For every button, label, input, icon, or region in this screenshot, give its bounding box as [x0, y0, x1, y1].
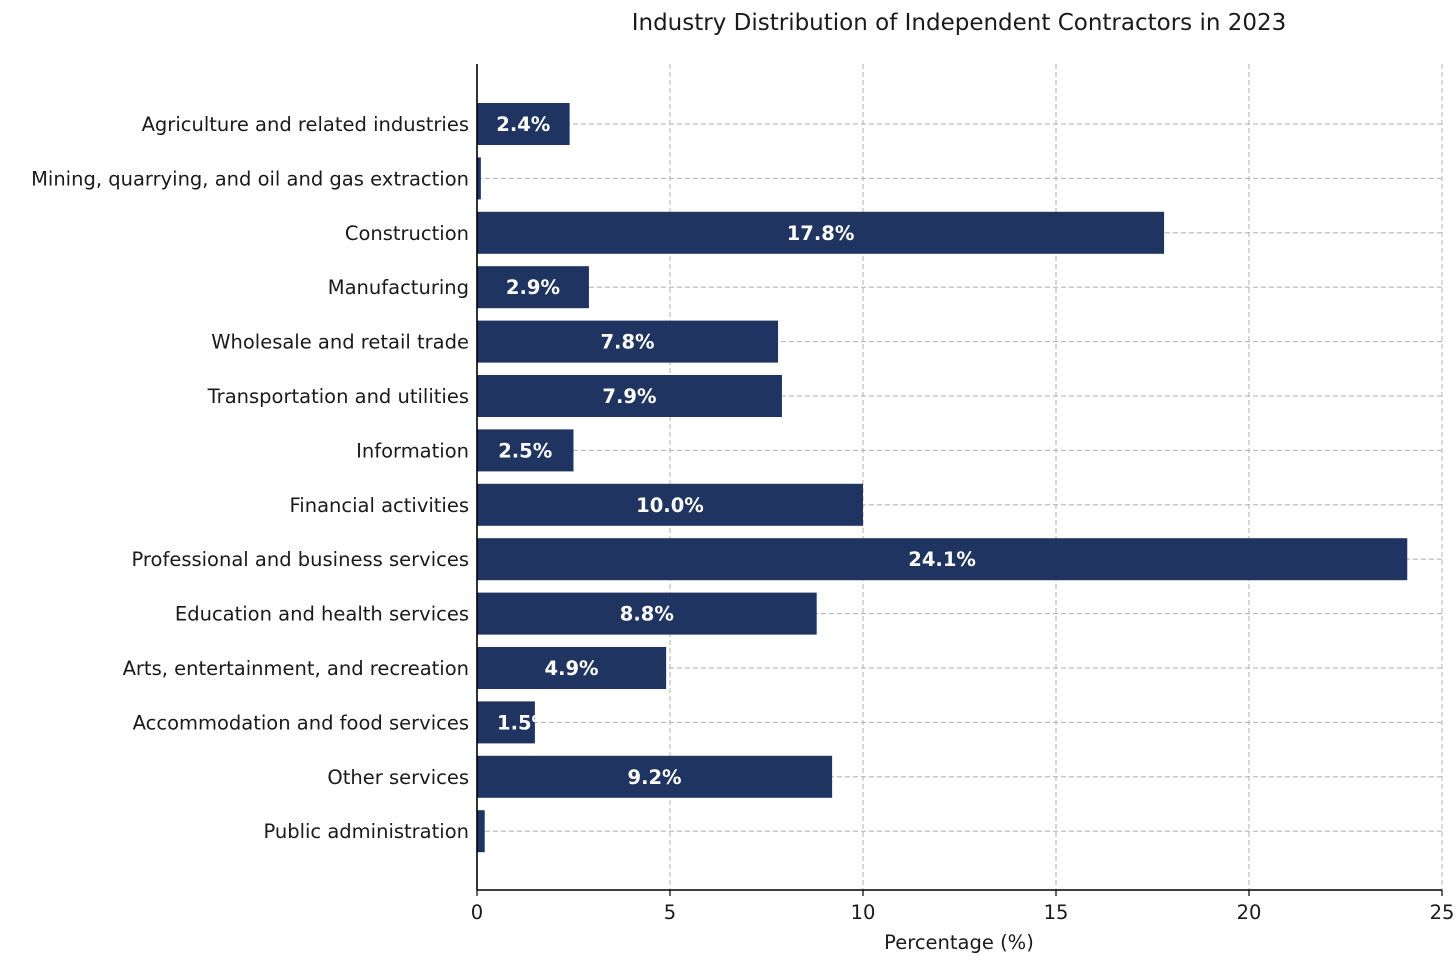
y-tick-label: Arts, entertainment, and recreation [123, 657, 469, 680]
x-tick-label: 10 [851, 901, 876, 924]
y-tick-label: Mining, quarrying, and oil and gas extra… [31, 167, 469, 190]
y-tick-label: Other services [327, 766, 469, 789]
bar [477, 592, 817, 635]
bar [477, 157, 481, 200]
bar [477, 701, 535, 744]
bar [477, 429, 574, 472]
y-tick-label: Agriculture and related industries [142, 113, 469, 136]
y-tick-label: Construction [345, 222, 469, 245]
data-label: 8.8% [620, 603, 674, 626]
x-tick-label: 25 [1430, 901, 1455, 924]
data-label: 2.4% [496, 113, 550, 136]
data-label: 4.9% [545, 657, 599, 680]
axes: Agriculture and related industries Mining… [31, 64, 1454, 924]
data-label: 7.9% [602, 385, 656, 408]
bar [477, 375, 782, 417]
chart-title: Industry Distribution of Independent Con… [632, 10, 1287, 36]
data-label: 7.8% [600, 331, 654, 354]
y-tick-label: Transportation and utilities [207, 385, 469, 408]
y-tick-label: Information [356, 439, 469, 462]
y-tick-label: Manufacturing [328, 276, 469, 299]
x-axis-title: Percentage (%) [884, 931, 1034, 954]
bar [477, 647, 667, 689]
data-label: 17.8% [787, 222, 855, 245]
bar [477, 320, 779, 363]
data-label: 10.0% [636, 494, 704, 517]
y-tick-label: Education and health services [175, 603, 469, 626]
y-tick-label: Professional and business services [132, 548, 469, 571]
x-tick-label: 20 [1237, 901, 1262, 924]
data-label: 1.5% [497, 711, 551, 734]
x-tick-label: 15 [1044, 901, 1069, 924]
y-tick-label: Financial activities [290, 494, 470, 517]
x-tick-label: 0 [471, 901, 483, 924]
bar [477, 266, 589, 309]
bar [477, 755, 833, 798]
x-tick-label: 5 [664, 901, 676, 924]
bar [477, 810, 485, 853]
data-label: 9.2% [628, 766, 682, 789]
y-tick-label: Wholesale and retail trade [211, 331, 469, 354]
bars: 2.4% 17.8% 2.9% 7.8% 7.9% 2.5% 10.0% 24.1% 8.8% 4… [477, 103, 1408, 853]
data-label: 2.5% [498, 439, 552, 462]
bar [477, 211, 1165, 254]
data-label: 2.9% [506, 276, 560, 299]
bar [477, 103, 570, 145]
y-tick-label: Public administration [263, 820, 469, 843]
bar [477, 483, 863, 526]
data-label: 24.1% [908, 548, 976, 571]
y-tick-label: Accommodation and food services [133, 711, 469, 734]
bar [477, 538, 1408, 581]
